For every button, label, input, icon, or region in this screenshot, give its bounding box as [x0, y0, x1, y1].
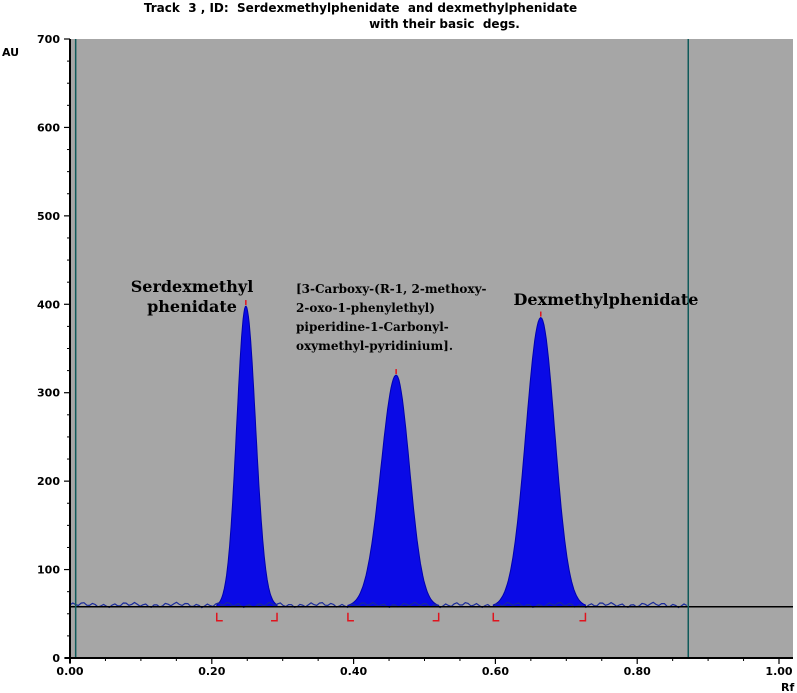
integration-end-3 [579, 612, 587, 622]
y-tick-label-0: 0 [52, 652, 60, 665]
peak-label-1-line-2: phenidate [147, 297, 237, 316]
y-tick-label-700: 700 [37, 33, 60, 46]
integration-end-1 [271, 612, 278, 622]
peak-label-2-line-2: 2-oxo-1-phenylethyl) [296, 301, 435, 315]
y-tick-label-600: 600 [37, 121, 60, 134]
integration-marks [216, 612, 587, 622]
x-tick-label-0.80: 0.80 [624, 665, 651, 678]
y-tick-label-100: 100 [37, 564, 60, 577]
x-tick-label-0.00: 0.00 [56, 665, 83, 678]
integration-start-2 [347, 612, 354, 622]
peak-label-2-line-1: [3-Carboxy-(R-1, 2-methoxy- [296, 282, 487, 296]
y-axis-label: AU [2, 46, 19, 59]
x-axis-ticks: 0.00 0.20 0.40 0.60 0.80 1.00 [56, 658, 793, 678]
peak-3 [492, 316, 586, 608]
x-tick-label-0.60: 0.60 [482, 665, 509, 678]
x-tick-label-1.00: 1.00 [765, 665, 792, 678]
x-tick-label-0.20: 0.20 [198, 665, 225, 678]
x-tick-label-0.40: 0.40 [340, 665, 367, 678]
x-axis-label: Rf [781, 681, 794, 693]
peak-label-2-line-3: piperidine-1-Carbonyl- [296, 320, 449, 334]
plot-area [70, 39, 793, 658]
chart-title-line-2: with their basic degs. [369, 17, 520, 31]
peak-label-1-line-1: Serdexmethyl [131, 277, 254, 296]
peak-1 [216, 305, 278, 608]
y-tick-label-300: 300 [37, 387, 60, 400]
integration-start-3 [492, 612, 500, 622]
peaks-layer [216, 300, 586, 608]
y-axis-ticks: 0 100 200 300 400 500 600 700 [37, 33, 70, 665]
peak-2 [347, 374, 440, 608]
integration-start-1 [216, 612, 223, 622]
peak-labels: Serdexmethylphenidate [3-Carboxy-(R-1, 2-… [131, 277, 699, 353]
y-tick-label-500: 500 [37, 210, 60, 223]
vertical-markers [74, 39, 689, 658]
y-tick-label-200: 200 [37, 475, 60, 488]
y-tick-label-400: 400 [37, 298, 60, 311]
chart-title-line-1: Track 3 , ID: Serdexmethylphenidate and … [143, 1, 578, 15]
integration-end-2 [432, 612, 440, 622]
peak-label-2-line-4: oxymethyl-pyridinium]. [296, 339, 453, 353]
axes [65, 39, 793, 663]
peak-label-3-line-1: Dexmethylphenidate [514, 290, 699, 309]
